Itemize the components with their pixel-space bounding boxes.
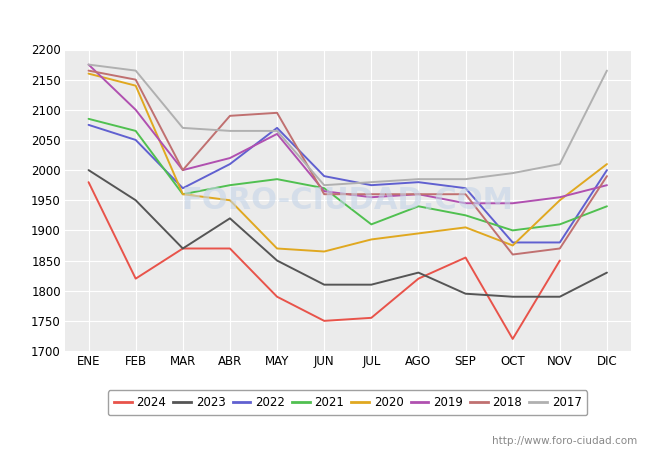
- Legend: 2024, 2023, 2022, 2021, 2020, 2019, 2018, 2017: 2024, 2023, 2022, 2021, 2020, 2019, 2018…: [108, 390, 588, 415]
- Text: FORO-CIUDAD.COM: FORO-CIUDAD.COM: [182, 186, 514, 215]
- Text: Afiliados en Montefrío a 30/11/2024: Afiliados en Montefrío a 30/11/2024: [177, 14, 473, 33]
- Text: http://www.foro-ciudad.com: http://www.foro-ciudad.com: [492, 436, 637, 446]
